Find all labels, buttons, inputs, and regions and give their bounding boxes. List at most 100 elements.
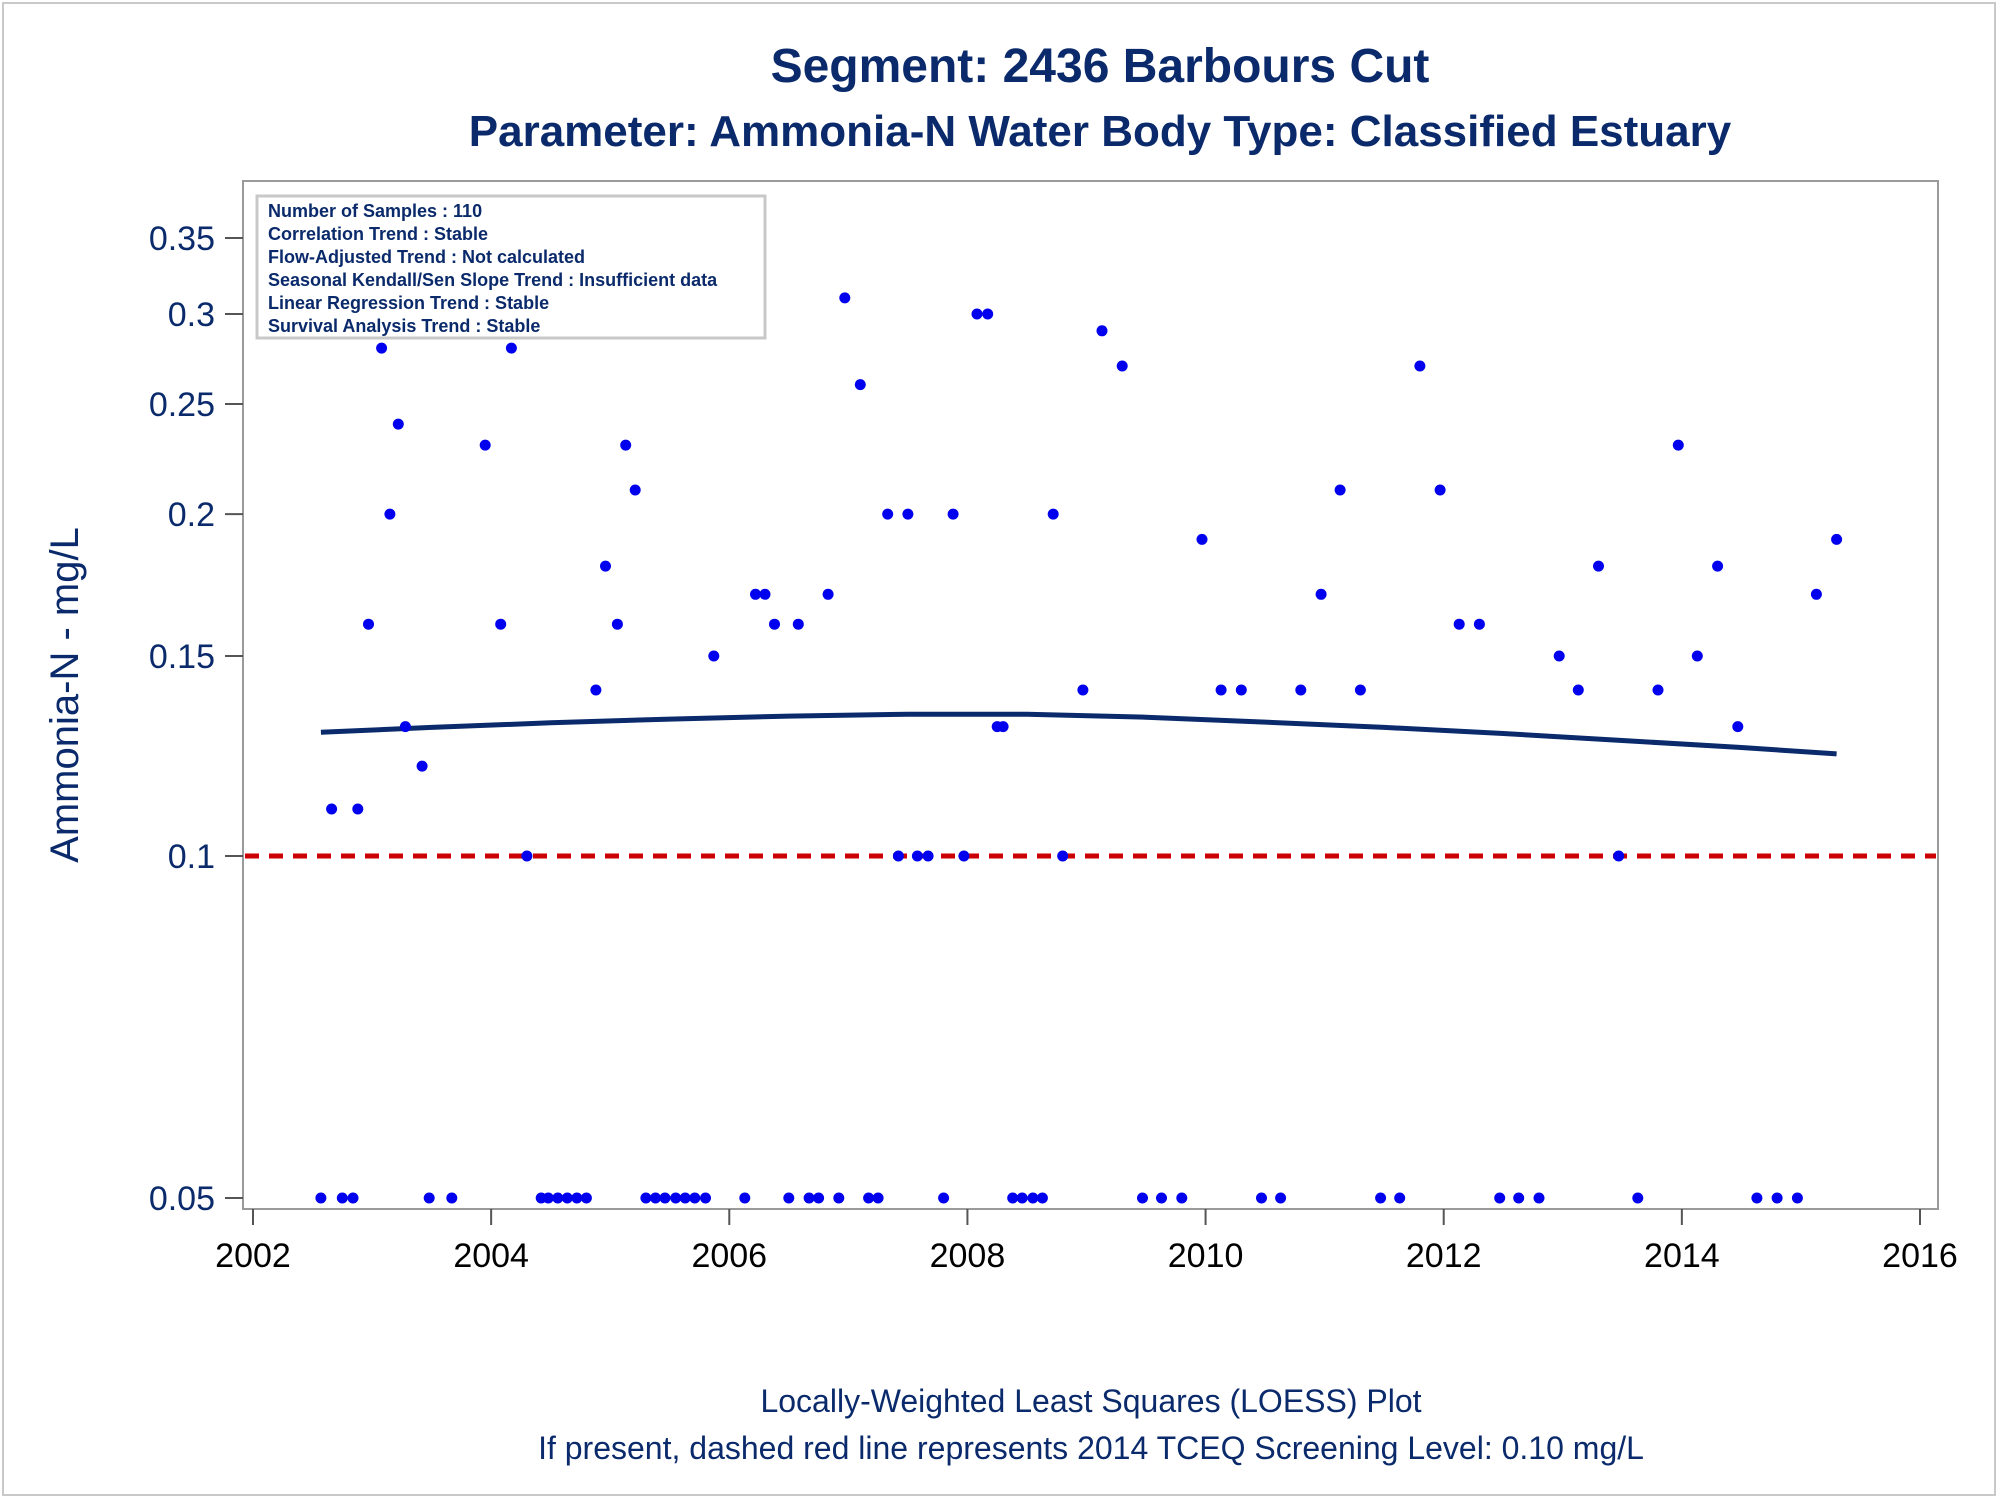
data-point — [1057, 850, 1069, 862]
data-point — [1453, 618, 1465, 630]
data-point — [1732, 721, 1744, 733]
data-point — [689, 1192, 701, 1204]
footnote-loess: Locally-Weighted Least Squares (LOESS) P… — [760, 1383, 1421, 1419]
data-point — [590, 684, 602, 696]
data-point — [479, 439, 491, 451]
data-point — [1533, 1192, 1545, 1204]
data-point — [611, 618, 623, 630]
data-point — [1096, 325, 1108, 337]
x-tick-label: 2006 — [691, 1237, 767, 1275]
plot-area — [242, 180, 1939, 1210]
data-point — [1810, 588, 1822, 600]
data-point — [1334, 484, 1346, 496]
data-point — [1414, 360, 1426, 372]
data-point — [839, 292, 851, 304]
x-tick-label: 2008 — [930, 1237, 1006, 1275]
data-point — [813, 1192, 825, 1204]
x-tick-label: 2014 — [1644, 1237, 1720, 1275]
data-point — [1016, 1192, 1028, 1204]
chart-subtitle: Parameter: Ammonia-N Water Body Type: Cl… — [469, 107, 1732, 156]
data-point — [679, 1192, 691, 1204]
data-point — [659, 1192, 671, 1204]
data-point — [1613, 850, 1625, 862]
data-point — [833, 1192, 845, 1204]
x-tick-label: 2012 — [1406, 1237, 1482, 1275]
data-point — [1632, 1192, 1644, 1204]
data-point — [423, 1192, 435, 1204]
data-point — [922, 850, 934, 862]
x-tick-label: 2002 — [215, 1237, 291, 1275]
data-point — [1116, 360, 1128, 372]
data-point — [783, 1192, 795, 1204]
data-point — [739, 1192, 751, 1204]
data-point — [700, 1192, 711, 1204]
data-point — [882, 508, 894, 520]
data-point — [561, 1192, 573, 1204]
data-point — [1036, 1192, 1048, 1204]
data-point — [1553, 650, 1565, 662]
data-point — [1593, 560, 1604, 572]
data-point — [600, 560, 611, 572]
data-point — [1494, 1192, 1506, 1204]
data-point — [1315, 588, 1327, 600]
loess-curve — [320, 711, 1837, 757]
footnote-screening: If present, dashed red line represents 2… — [538, 1430, 1644, 1466]
data-point — [650, 1192, 661, 1204]
data-point — [495, 618, 507, 630]
info-line-kendall: Seasonal Kendall/Sen Slope Trend : Insuf… — [268, 270, 718, 290]
x-tick-label: 2010 — [1168, 1237, 1244, 1275]
y-tick-label: 0.25 — [149, 386, 215, 424]
data-point — [392, 418, 404, 430]
data-point — [971, 308, 983, 320]
data-point — [352, 803, 364, 815]
data-point — [542, 1192, 554, 1204]
data-point — [997, 721, 1009, 733]
data-point — [892, 850, 904, 862]
data-point — [1156, 1192, 1167, 1204]
data-point — [938, 1192, 950, 1204]
data-point — [1712, 560, 1724, 572]
y-tick-label: 0.1 — [168, 838, 215, 876]
data-point — [1394, 1192, 1406, 1204]
data-point — [1196, 533, 1208, 545]
info-line-regression: Linear Regression Trend : Stable — [268, 293, 549, 313]
data-point — [1751, 1192, 1763, 1204]
y-axis-label: Ammonia-N - mg/L — [43, 527, 87, 863]
x-axis: 2002 2004 2006 2008 2010 2012 2014 2016 — [215, 1209, 1958, 1275]
data-point — [552, 1192, 564, 1204]
data-point — [947, 508, 959, 520]
data-point — [872, 1192, 884, 1204]
data-point — [505, 342, 517, 354]
x-tick-label: 2004 — [453, 1237, 529, 1275]
data-point — [1652, 684, 1664, 696]
data-point — [1295, 684, 1307, 696]
data-point — [1077, 684, 1089, 696]
data-point — [1235, 684, 1247, 696]
y-tick-label: 0.05 — [149, 1180, 215, 1218]
data-point — [1572, 684, 1584, 696]
info-line-survival: Survival Analysis Trend : Stable — [268, 316, 540, 336]
data-point — [1473, 618, 1485, 630]
y-tick-label: 0.2 — [168, 496, 215, 534]
data-point — [982, 308, 994, 320]
data-point — [854, 379, 866, 391]
data-point — [521, 850, 533, 862]
data-point — [1375, 1192, 1387, 1204]
y-axis: 0.05 0.1 0.15 0.2 0.25 0.3 0.35 — [149, 220, 243, 1218]
data-point — [384, 508, 396, 520]
data-point — [1771, 1192, 1783, 1204]
data-point — [1256, 1192, 1267, 1204]
data-point — [640, 1192, 652, 1204]
data-point — [708, 650, 720, 662]
data-point — [1513, 1192, 1525, 1204]
data-point — [750, 588, 761, 600]
info-box: Number of Samples : 110 Correlation Tren… — [255, 194, 767, 340]
data-point — [759, 588, 771, 600]
data-point — [629, 484, 641, 496]
data-point — [1047, 508, 1059, 520]
data-point — [347, 1192, 359, 1204]
data-point — [571, 1192, 583, 1204]
data-point — [416, 760, 428, 772]
data-point — [863, 1192, 875, 1204]
